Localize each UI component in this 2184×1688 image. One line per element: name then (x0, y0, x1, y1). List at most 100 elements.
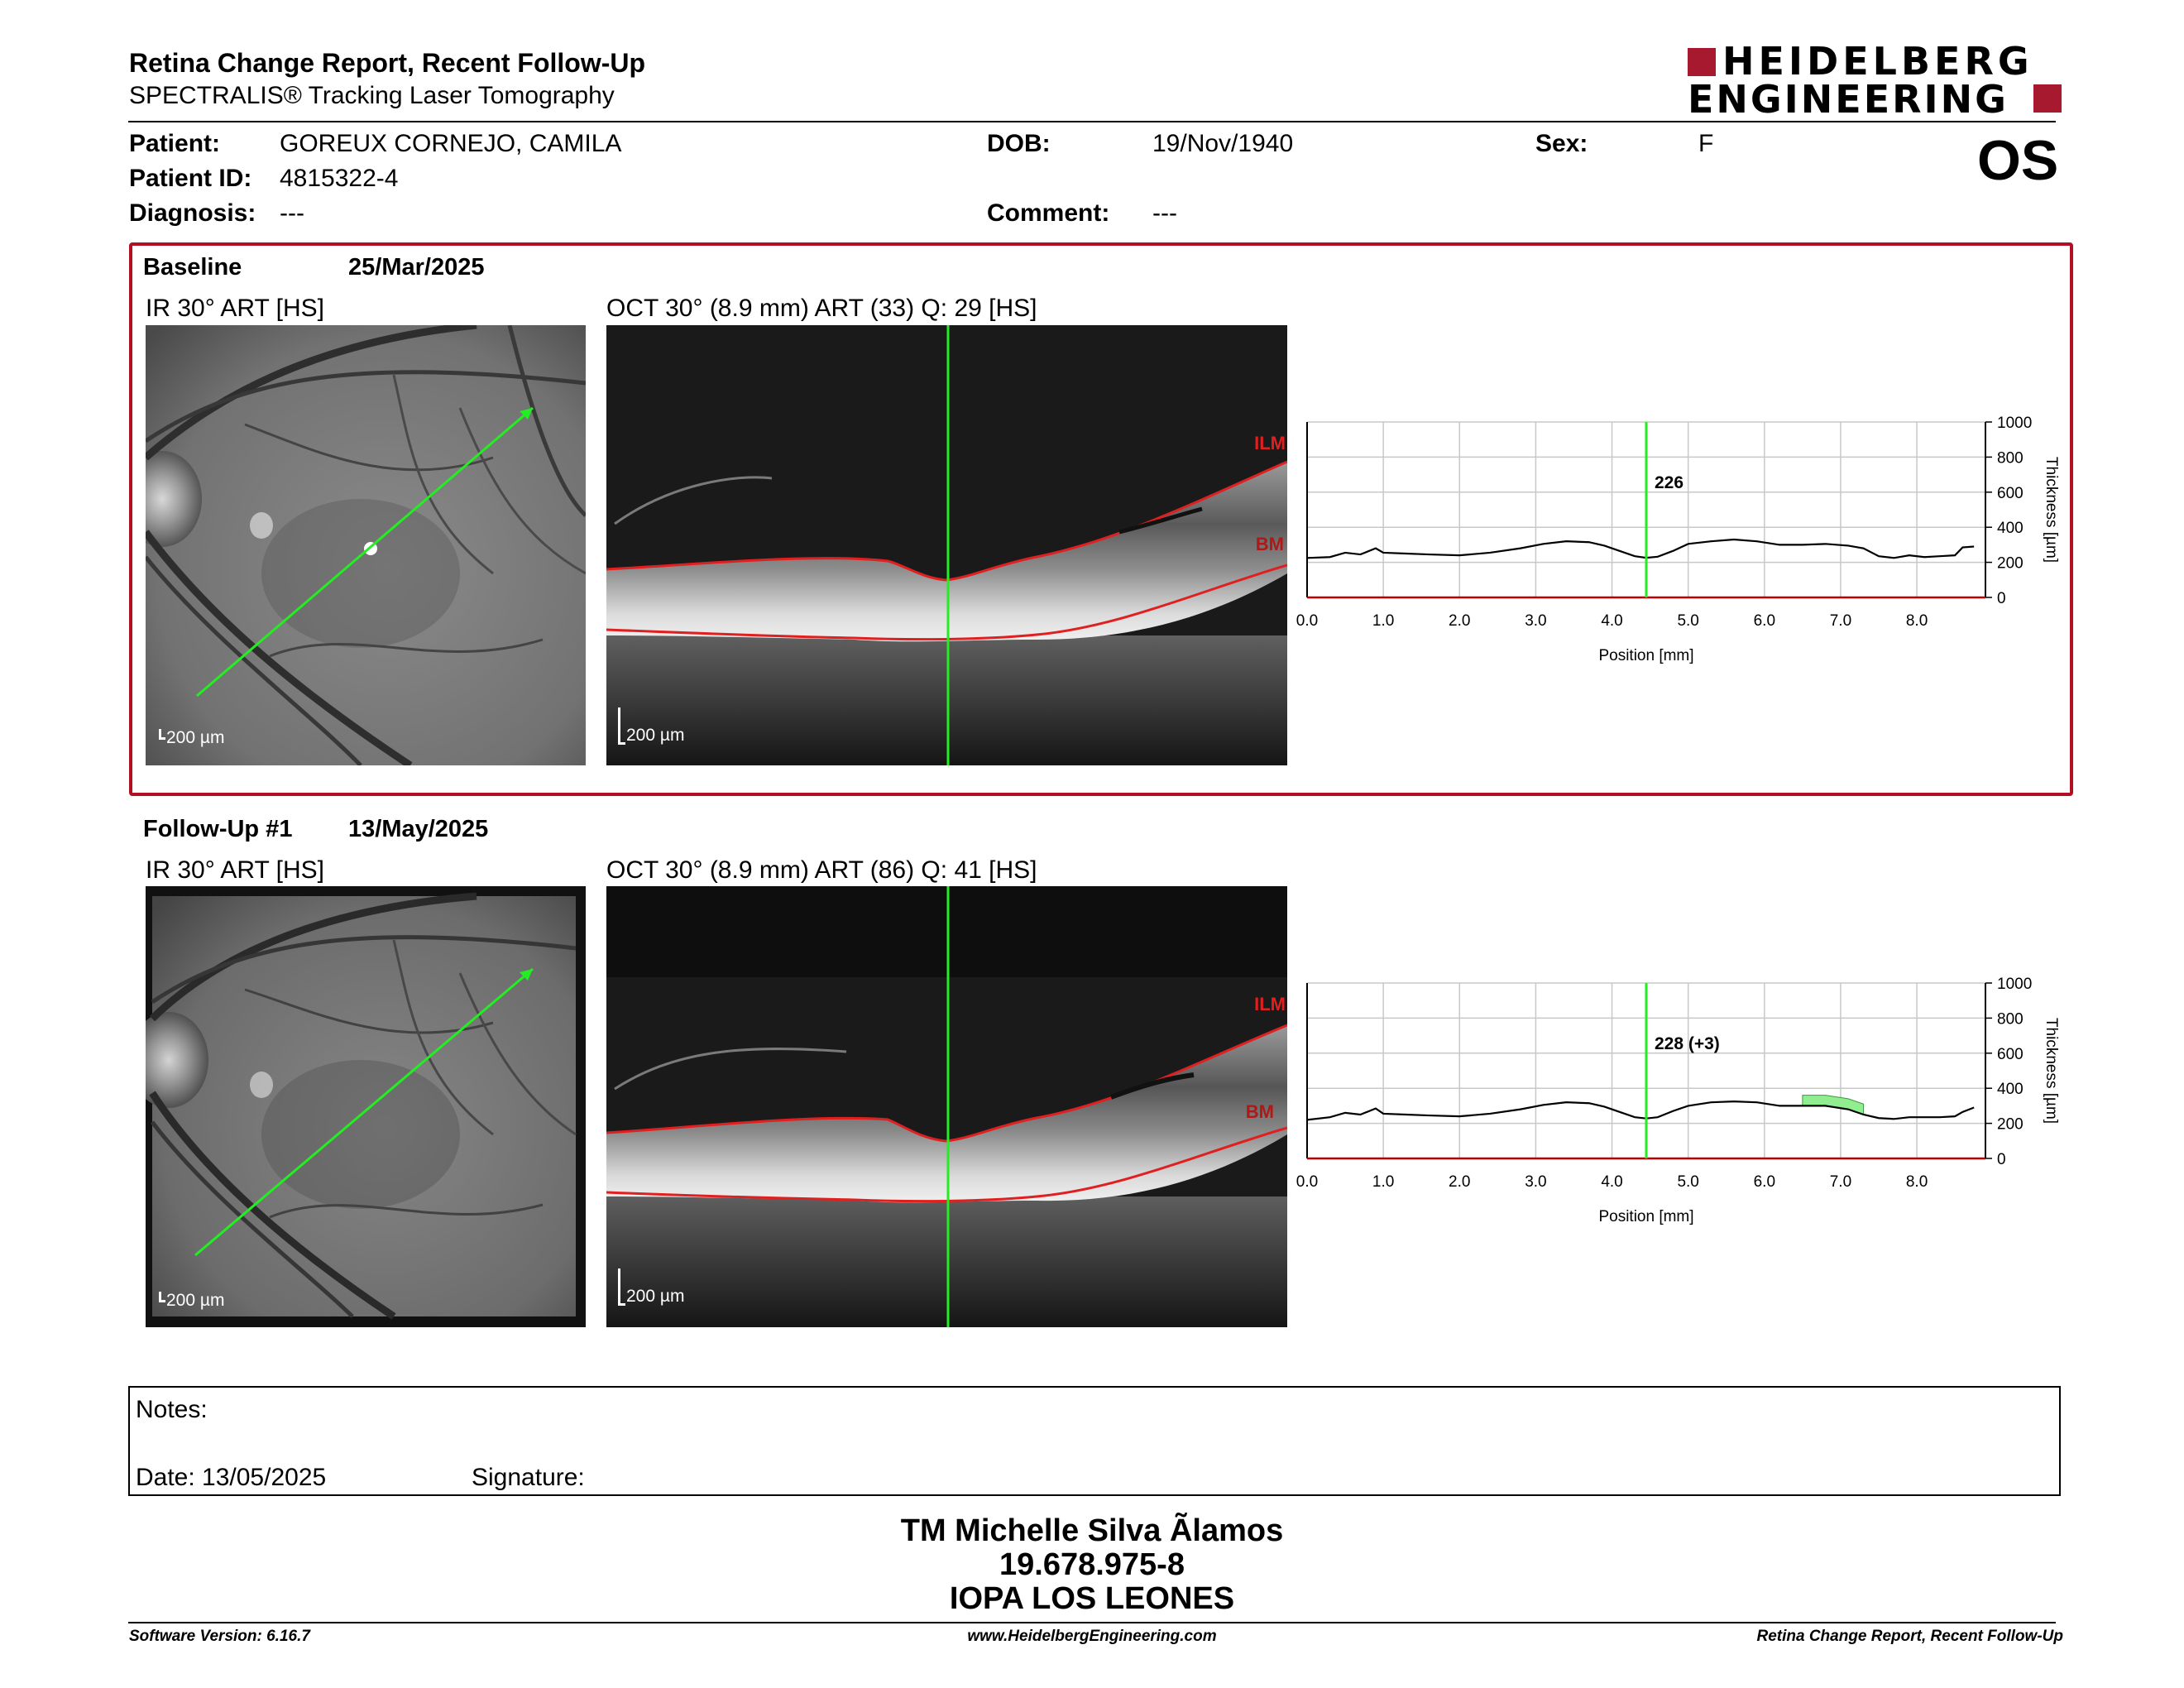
footer-divider (128, 1622, 2056, 1623)
notes-box[interactable]: Notes: Date: 13/05/2025 Signature: (128, 1386, 2061, 1496)
report-subtitle: SPECTRALIS® Tracking Laser Tomography (129, 82, 615, 109)
followup-oct-label: OCT 30° (8.9 mm) ART (86) Q: 41 [HS] (606, 856, 1037, 884)
x-tick-label: 8.0 (1906, 1173, 1928, 1191)
followup-oct-bscan (606, 886, 1287, 1327)
y-tick-label: 0 (1997, 1151, 2006, 1168)
x-tick-label: 3.0 (1525, 612, 1546, 630)
logo-line2: ENGINEERING (1688, 77, 2009, 122)
y-tick-label: 400 (1997, 520, 2024, 537)
x-tick-label: 2.0 (1449, 1173, 1470, 1191)
signatory-id: 19.678.975-8 (999, 1547, 1185, 1582)
baseline-oct-image: ILM BM 200 µm (606, 325, 1287, 765)
sex-label: Sex: (1535, 130, 1588, 157)
baseline-ilm-label: ILM (1254, 433, 1286, 453)
followup-label: Follow-Up #1 (143, 816, 293, 842)
x-tick-label: 7.0 (1830, 1173, 1851, 1191)
followup-ir-image: 200 µm (146, 886, 586, 1327)
diagnosis-label: Diagnosis: (129, 199, 256, 227)
y-tick-label: 1000 (1997, 415, 2032, 432)
x-tick-label: 0.0 (1296, 1173, 1318, 1191)
y-tick-label: 200 (1997, 555, 2024, 573)
signatory-name: TM Michelle Silva Ãlamos (900, 1513, 1284, 1548)
signature-label: Signature: (472, 1464, 585, 1491)
x-tick-label: 3.0 (1525, 1173, 1546, 1191)
x-tick-label: 6.0 (1754, 1173, 1775, 1191)
baseline-thickness-chart: 0 200 400 600 800 1000 0.0 1.0 2.0 3.0 4.0 5.0 6.0 7.… (1296, 415, 2060, 664)
patient-id-value: 4815322-4 (280, 165, 399, 192)
y-axis-title: Thickness [µm] (2043, 457, 2060, 563)
header-divider (128, 121, 2056, 122)
comment-value: --- (1152, 199, 1177, 227)
followup-ir-scale: 200 µm (166, 1291, 225, 1310)
diagnosis-value: --- (280, 199, 304, 227)
x-tick-label: 8.0 (1906, 612, 1928, 630)
patient-label: Patient: (129, 130, 221, 157)
baseline-frame (129, 242, 2073, 796)
y-tick-label: 200 (1997, 1116, 2024, 1134)
baseline-date: 25/Mar/2025 (348, 254, 485, 281)
followup-date: 13/May/2025 (348, 816, 489, 842)
website-link[interactable]: www.HeidelbergEngineering.com (967, 1628, 1217, 1645)
baseline-oct-label: OCT 30° (8.9 mm) ART (33) Q: 29 [HS] (606, 295, 1037, 322)
y-tick-label: 600 (1997, 1046, 2024, 1063)
y-tick-label: 0 (1997, 590, 2006, 607)
y-tick-label: 1000 (1997, 976, 2032, 993)
baseline-label: Baseline (143, 254, 242, 281)
y-tick-label: 800 (1997, 1010, 2024, 1028)
x-axis-title: Position [mm] (1598, 1208, 1693, 1225)
baseline-ir-fundus (146, 325, 586, 765)
followup-bm-label: BM (1245, 1101, 1274, 1122)
y-tick-label: 800 (1997, 449, 2024, 467)
baseline-ir-scale: 200 µm (166, 728, 225, 747)
thickness-line (1306, 538, 1975, 559)
patient-id-label: Patient ID: (129, 165, 252, 192)
baseline-ir-scalebar (159, 729, 165, 740)
eye-indicator: OS (1977, 129, 2059, 192)
followup-oct-image: ILM BM 200 µm (606, 886, 1287, 1327)
x-tick-label: 0.0 (1296, 612, 1318, 630)
followup-thickness-chart: 0 200 400 600 800 1000 0.0 1.0 2.0 3.0 4.0 5.0 6.0 7.… (1296, 976, 2060, 1225)
patient-name: GOREUX CORNEJO, CAMILA (280, 130, 622, 157)
baseline-bm-label: BM (1255, 534, 1284, 554)
baseline-oct-bscan (606, 325, 1287, 765)
notes-label: Notes: (136, 1396, 208, 1423)
x-tick-label: 4.0 (1601, 612, 1622, 630)
thickness-line (1306, 1100, 1975, 1121)
followup-oct-scalebar (618, 1268, 625, 1306)
logo-square-top (1688, 48, 1716, 76)
x-tick-label: 7.0 (1830, 612, 1851, 630)
x-tick-label: 6.0 (1754, 612, 1775, 630)
baseline-oct-scalebar (618, 707, 625, 745)
followup-ilm-label: ILM (1254, 994, 1286, 1014)
logo-square-bottom (2033, 84, 2062, 113)
cursor-thickness-label: 226 (1655, 473, 1684, 492)
report-name-footer: Retina Change Report, Recent Follow-Up (1756, 1628, 2063, 1645)
baseline-ir-image: 200 µm (146, 325, 586, 765)
report-title: Retina Change Report, Recent Follow-Up (129, 48, 646, 78)
x-tick-label: 1.0 (1372, 1173, 1394, 1191)
logo-line1: HEIDELBERG (1722, 39, 2033, 84)
followup-ir-scalebar (159, 1292, 165, 1302)
software-version: Software Version: 6.16.7 (129, 1628, 310, 1645)
cursor-thickness-label: 228 (+3) (1655, 1034, 1720, 1053)
followup-ir-fundus (146, 886, 586, 1327)
followup-oct-scale: 200 µm (626, 1287, 685, 1306)
dob-label: DOB: (987, 130, 1051, 157)
x-axis-title: Position [mm] (1598, 647, 1693, 664)
dob-value: 19/Nov/1940 (1152, 130, 1294, 157)
sex-value: F (1698, 130, 1714, 157)
signatory-org: IOPA LOS LEONES (949, 1581, 1235, 1616)
followup-ir-label: IR 30° ART [HS] (146, 856, 324, 884)
y-axis-title: Thickness [µm] (2043, 1018, 2060, 1124)
baseline-oct-scale: 200 µm (626, 726, 685, 745)
y-tick-label: 400 (1997, 1081, 2024, 1098)
x-tick-label: 1.0 (1372, 612, 1394, 630)
x-tick-label: 5.0 (1677, 612, 1698, 630)
comment-label: Comment: (987, 199, 1110, 227)
x-tick-label: 2.0 (1449, 612, 1470, 630)
x-tick-label: 4.0 (1601, 1173, 1622, 1191)
heidelberg-logo: HEIDELBERG ENGINEERING (1688, 41, 2068, 122)
date-label: Date: 13/05/2025 (136, 1464, 327, 1491)
y-tick-label: 600 (1997, 485, 2024, 502)
baseline-ir-label: IR 30° ART [HS] (146, 295, 324, 322)
